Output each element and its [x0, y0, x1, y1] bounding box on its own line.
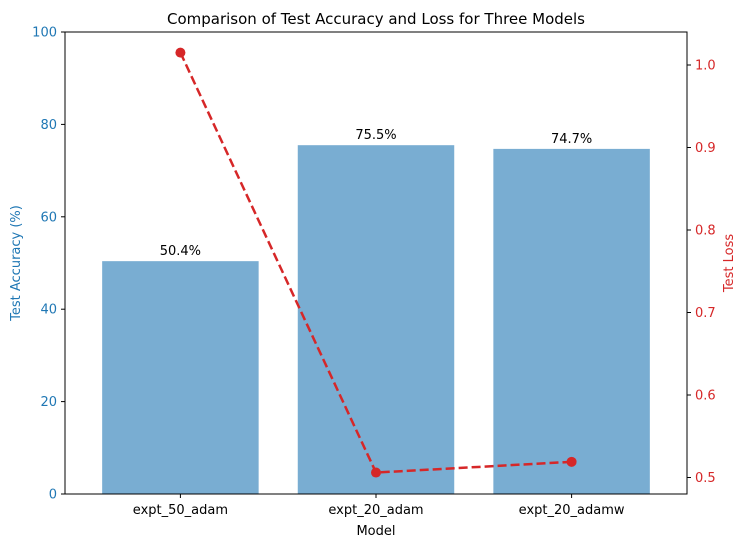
bar-value-label: 74.7% — [551, 132, 592, 147]
y-right-tick-label: 0.5 — [695, 471, 716, 486]
bar-value-label: 50.4% — [160, 244, 201, 259]
y-left-tick-label: 80 — [40, 118, 57, 133]
y-axis-left-label: Test Accuracy (%) — [9, 205, 24, 322]
loss-point-expt_50_adam — [175, 47, 186, 58]
x-axis-label: Model — [356, 524, 395, 539]
y-left-tick-label: 40 — [40, 303, 57, 318]
y-axis-right: 0.5 0.6 0.7 0.8 0.9 1.0 — [687, 59, 716, 486]
y-axis-right-label: Test Loss — [722, 234, 737, 293]
y-left-tick-label: 100 — [32, 26, 57, 41]
y-left-tick-label: 0 — [49, 488, 57, 503]
y-left-tick-label: 20 — [40, 395, 57, 410]
y-right-tick-label: 0.8 — [695, 224, 716, 239]
y-right-tick-label: 0.6 — [695, 389, 716, 404]
x-axis: expt_50_adam expt_20_adam expt_20_adamw — [133, 494, 625, 518]
bar-expt_20_adamw — [493, 148, 650, 495]
y-right-tick-label: 0.7 — [695, 306, 716, 321]
bars-layer: 50.4% 75.5% 74.7% — [102, 128, 650, 495]
y-axis-left: 0 20 40 60 80 100 — [32, 26, 65, 503]
bar-expt_50_adam — [102, 261, 259, 494]
loss-line-layer — [175, 47, 577, 478]
x-tick-label: expt_20_adam — [328, 503, 423, 518]
x-tick-label: expt_50_adam — [133, 503, 228, 518]
y-right-tick-label: 0.9 — [695, 141, 716, 156]
y-left-tick-label: 60 — [40, 210, 57, 225]
chart-title: Comparison of Test Accuracy and Loss for… — [167, 10, 585, 28]
bar-expt_20_adam — [297, 145, 455, 494]
loss-point-expt_20_adamw — [566, 456, 577, 467]
x-tick-label: expt_20_adamw — [519, 503, 625, 518]
loss-point-expt_20_adam — [371, 467, 381, 478]
bar-value-label: 75.5% — [355, 128, 396, 143]
y-right-tick-label: 1.0 — [695, 59, 716, 74]
